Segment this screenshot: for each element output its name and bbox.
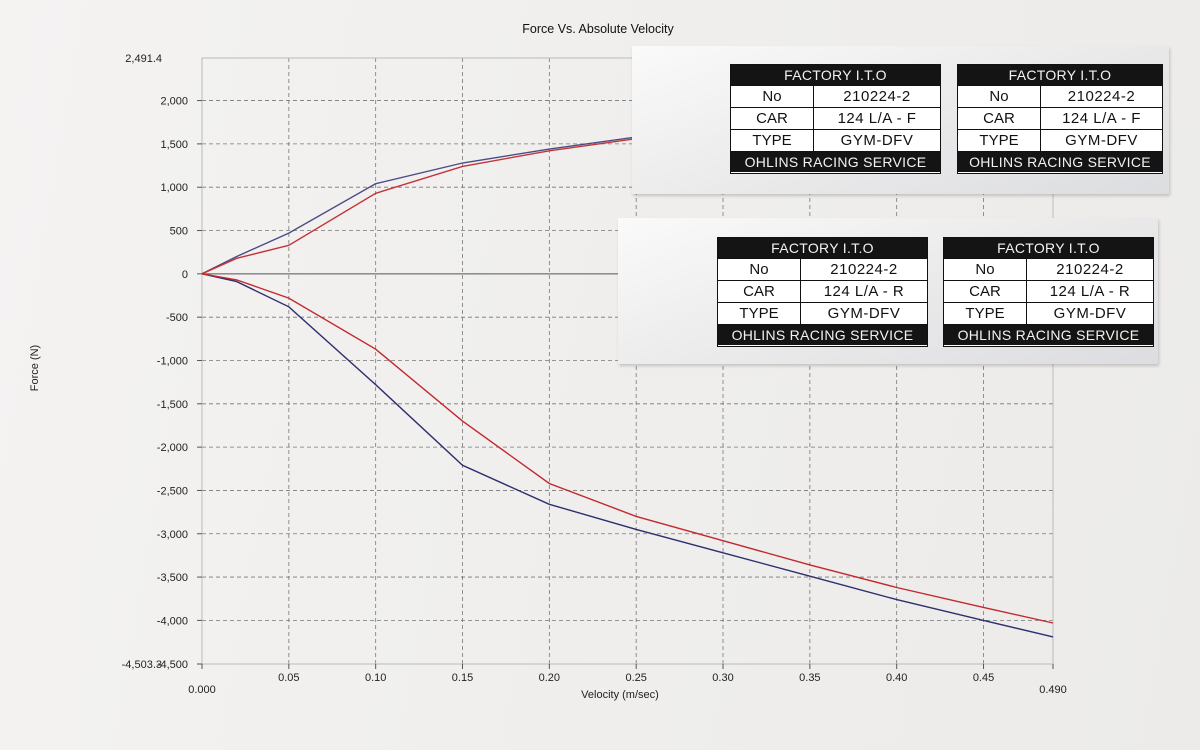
y-tick-label: -3,000 [157, 529, 188, 541]
y-min-label: -4,503.3 [122, 659, 162, 671]
label-header: FACTORY I.T.O [718, 238, 927, 258]
series-line-1 [201, 136, 637, 275]
y-tick-label: -500 [166, 312, 188, 324]
label-no-value: 210224-2 [1056, 261, 1124, 278]
label-car-value: 124 L/A - F [837, 110, 917, 127]
label-header: FACTORY I.T.O [958, 65, 1162, 85]
label-footer: OHLINS RACING SERVICE [731, 151, 940, 172]
y-tick-label: -1,000 [157, 355, 188, 367]
label-car-key: CAR [944, 281, 1027, 302]
y-tick-label: -3,500 [157, 572, 188, 584]
y-tick-label: -1,500 [157, 399, 188, 411]
label-front-right: FACTORY I.T.O No 210224-2 CAR 124 L/A - F … [957, 64, 1163, 174]
label-card-rear: FACTORY I.T.O No 210224-2 CAR 124 L/A - R … [618, 218, 1158, 364]
y-axis-title: Force (N) [29, 345, 41, 391]
x-tick-label: 0.35 [799, 672, 820, 684]
x-tick-label: 0.05 [278, 672, 299, 684]
y-tick-label: 0 [182, 269, 188, 281]
label-type-value: GYM-DFV [1065, 132, 1138, 149]
label-type-value: GYM-DFV [1053, 305, 1127, 322]
x-tick-label: 0.30 [712, 672, 733, 684]
y-tick-label: 1,500 [160, 139, 188, 151]
label-type-key: TYPE [944, 303, 1027, 324]
x-axis-title: Velocity (m/sec) [581, 689, 659, 701]
label-card-front: FACTORY I.T.O No 210224-2 CAR 124 L/A - F … [632, 46, 1169, 194]
x-tick-label: 0.15 [452, 672, 473, 684]
series-line-2 [201, 138, 637, 275]
y-tick-label: 500 [170, 226, 188, 238]
x-tick-label: 0.40 [886, 672, 907, 684]
x-tick-label: 0.490 [1039, 684, 1067, 696]
label-rear-right: FACTORY I.T.O No 210224-2 CAR 124 L/A - R … [943, 237, 1154, 347]
label-car-key: CAR [731, 108, 814, 129]
label-no-key: No [944, 259, 1027, 280]
chart-title: Force Vs. Absolute Velocity [522, 22, 674, 36]
label-front-left: FACTORY I.T.O No 210224-2 CAR 124 L/A - F … [730, 64, 941, 174]
x-tick-label: 0.25 [625, 672, 646, 684]
label-car-key: CAR [718, 281, 801, 302]
y-tick-label: -2,500 [157, 485, 188, 497]
label-type-key: TYPE [731, 130, 814, 151]
label-no-value: 210224-2 [1067, 88, 1136, 105]
axis-ticks: 2,000 1,500 1,000 500 0 -500 -1,000 -1,500 -2,00… [122, 53, 1067, 696]
y-tick-label: 2,000 [160, 96, 188, 108]
y-tick-label: -4,500 [157, 659, 188, 671]
x-tick-label: 0.000 [188, 684, 216, 696]
label-footer: OHLINS RACING SERVICE [958, 151, 1162, 172]
y-tick-label: -2,000 [157, 442, 188, 454]
label-no-key: No [958, 86, 1041, 107]
label-type-value: GYM-DFV [840, 132, 914, 149]
y-tick-label: 1,000 [160, 182, 188, 194]
label-car-value: 124 L/A - R [823, 283, 905, 300]
series-line-4 [201, 273, 1054, 624]
x-tick-label: 0.10 [365, 672, 386, 684]
label-header: FACTORY I.T.O [944, 238, 1153, 258]
series-lines [201, 136, 1054, 638]
label-no-value: 210224-2 [843, 88, 911, 105]
x-tick-label: 0.45 [973, 672, 994, 684]
y-max-label: 2,491.4 [125, 53, 162, 65]
label-type-key: TYPE [958, 130, 1041, 151]
y-tick-label: -4,000 [157, 615, 188, 627]
x-tick-label: 0.20 [539, 672, 560, 684]
label-no-value: 210224-2 [830, 261, 898, 278]
label-car-value: 124 L/A - F [1062, 110, 1141, 127]
label-car-key: CAR [958, 108, 1041, 129]
label-header: FACTORY I.T.O [731, 65, 940, 85]
label-rear-left: FACTORY I.T.O No 210224-2 CAR 124 L/A - R … [717, 237, 928, 347]
label-type-value: GYM-DFV [827, 305, 901, 322]
label-footer: OHLINS RACING SERVICE [944, 324, 1153, 345]
label-footer: OHLINS RACING SERVICE [718, 324, 927, 345]
label-type-key: TYPE [718, 303, 801, 324]
series-line-3 [201, 273, 1054, 638]
label-no-key: No [718, 259, 801, 280]
label-car-value: 124 L/A - R [1049, 283, 1131, 300]
label-no-key: No [731, 86, 814, 107]
